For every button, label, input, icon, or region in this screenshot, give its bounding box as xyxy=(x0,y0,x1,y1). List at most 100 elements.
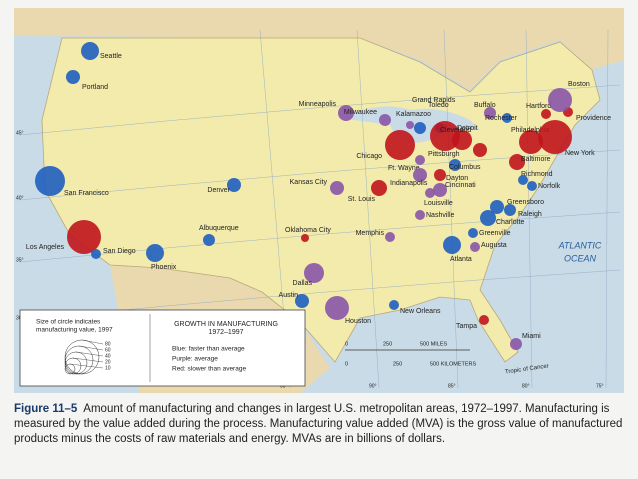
city-marker xyxy=(385,232,395,242)
scale-miles: 250 xyxy=(383,341,392,347)
city-marker xyxy=(330,181,344,195)
city-label: Cleveland xyxy=(440,127,471,134)
city-marker xyxy=(510,338,522,350)
scale-miles: 0 xyxy=(345,341,348,347)
caption-text: Amount of manufacturing and changes in l… xyxy=(14,403,623,445)
legend-size-step: 80 xyxy=(105,341,111,347)
legend-size-title: manufacturing value, 1997 xyxy=(36,327,113,334)
city-marker xyxy=(434,169,446,181)
city-label: Hartford xyxy=(526,103,551,110)
longitude-line xyxy=(443,29,459,389)
legend-growth-item: Red: slower than average xyxy=(172,366,246,373)
city-marker xyxy=(509,154,525,170)
city-marker xyxy=(538,120,572,154)
city-label: Los Angeles xyxy=(26,244,65,251)
caption: Figure 11–5 Amount of manufacturing and c… xyxy=(14,402,626,447)
city-label: Greensboro xyxy=(507,199,544,206)
scale-km: 250 xyxy=(393,361,402,367)
city-marker xyxy=(379,114,391,126)
city-marker xyxy=(91,249,101,259)
cities: Seattle Portland San Francisco Los Angeles S… xyxy=(26,42,611,350)
city-marker xyxy=(433,183,447,197)
city-label: Richmond xyxy=(521,171,553,178)
city-marker xyxy=(518,175,528,185)
longitude-line xyxy=(525,29,533,389)
graticule: 45°40°35°30°95°90°85°80°75° xyxy=(16,29,621,389)
city-marker xyxy=(295,294,309,308)
legend-leader xyxy=(69,363,104,369)
city-marker xyxy=(203,234,215,246)
city-marker xyxy=(385,130,415,160)
legend-size-step: 60 xyxy=(105,347,111,353)
city-label: Seattle xyxy=(100,53,122,60)
longitude-label: 80° xyxy=(522,383,530,389)
legend-leader xyxy=(72,357,104,363)
latitude-label: 45° xyxy=(16,130,24,136)
city-marker xyxy=(443,236,461,254)
city-label: San Francisco xyxy=(64,190,109,197)
city-label: Pittsburgh xyxy=(428,151,460,158)
city-marker xyxy=(484,107,496,119)
city-marker xyxy=(371,180,387,196)
city-label: Grand Rapids xyxy=(412,97,456,104)
city-label: San Diego xyxy=(103,248,136,255)
city-label: Greenville xyxy=(479,230,511,237)
city-label: Detroit xyxy=(457,125,478,132)
scale-km: 0 xyxy=(345,361,348,367)
city-label: Denver xyxy=(207,187,230,194)
ocean-label: ATLANTIC xyxy=(558,240,602,250)
city-label: Philadelphia xyxy=(511,127,549,134)
city-label: Miami xyxy=(522,333,541,340)
longitude-label: 90° xyxy=(369,383,377,389)
city-marker xyxy=(67,220,101,254)
city-label: Kalamazoo xyxy=(396,111,431,118)
city-label: Albuquerque xyxy=(199,225,239,232)
city-marker xyxy=(66,70,80,84)
city-label: St. Louis xyxy=(348,196,376,203)
city-label: Louisville xyxy=(424,200,453,207)
city-marker xyxy=(527,181,537,191)
city-label: Kansas City xyxy=(290,179,328,186)
city-label: Raleigh xyxy=(518,211,542,218)
latitude-line xyxy=(19,149,621,201)
figure-number: Figure 11–5 xyxy=(14,403,78,415)
legend-growth-title: GROWTH IN MANUFACTURING xyxy=(174,321,278,328)
city-label: Houston xyxy=(345,318,371,325)
city-marker xyxy=(519,130,543,154)
city-label: Cincinnati xyxy=(445,182,476,189)
legend-growth-item: Blue: faster than average xyxy=(172,346,245,353)
scale-bar: 0 250 500 MILES 0 250 500 KILOMETERS xyxy=(345,341,476,367)
scale-miles: 500 MILES xyxy=(420,341,448,347)
city-label: Atlanta xyxy=(450,256,472,263)
city-marker xyxy=(470,242,480,252)
city-marker xyxy=(415,155,425,165)
legend-size-title: Size of circle indicates xyxy=(36,319,101,326)
city-label: Memphis xyxy=(356,230,385,237)
city-marker xyxy=(480,210,496,226)
city-marker xyxy=(430,121,460,151)
city-marker xyxy=(468,228,478,238)
latitude-line xyxy=(19,84,621,136)
city-marker xyxy=(35,166,65,196)
city-marker xyxy=(338,105,354,121)
city-label: New York xyxy=(565,150,595,157)
city-label: Toledo xyxy=(428,102,449,109)
city-label: Boston xyxy=(568,81,590,88)
city-marker xyxy=(227,178,241,192)
city-marker xyxy=(502,113,512,123)
city-label: Dallas xyxy=(293,280,313,287)
canada xyxy=(14,8,624,90)
longitude-label: 85° xyxy=(448,383,456,389)
city-label: Buffalo xyxy=(474,102,496,109)
map: 45°40°35°30°95°90°85°80°75° SeattlePortl… xyxy=(14,8,624,393)
city-label: Indianapolis xyxy=(390,180,428,187)
latitude-line xyxy=(19,211,621,263)
city-marker xyxy=(301,234,309,242)
legend-growth-title: 1972–1997 xyxy=(208,329,243,336)
legend-size-step: 10 xyxy=(105,365,111,371)
city-marker xyxy=(473,143,487,157)
city-marker xyxy=(548,88,572,112)
legend-leader xyxy=(81,339,104,345)
